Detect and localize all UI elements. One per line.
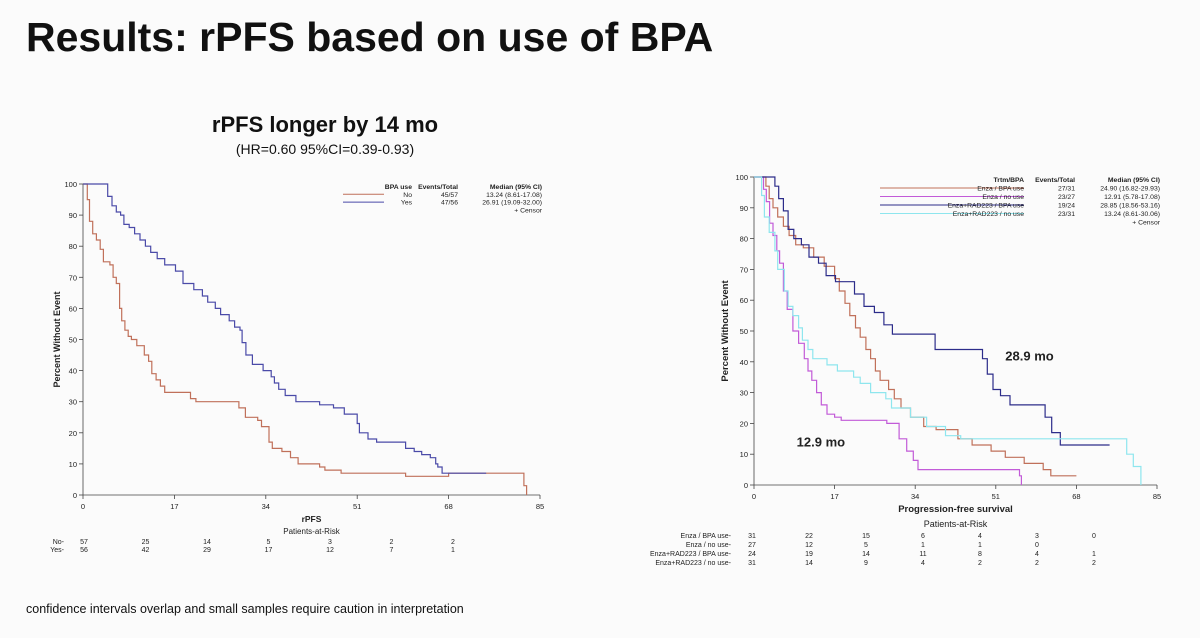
x-tick-label: 17	[830, 492, 838, 501]
km-curve-enza-bpa-use	[754, 177, 1076, 476]
legend-series-events: 19/24	[1058, 203, 1075, 210]
y-tick-label: 60	[740, 296, 748, 305]
legend-series-events: 27/31	[1058, 186, 1075, 193]
y-tick-label: 70	[740, 265, 748, 274]
risk-cell: 1	[1092, 551, 1096, 558]
risk-cell: 2	[1092, 560, 1096, 567]
risk-cell: 5	[864, 542, 868, 549]
legend-series-events: 23/27	[1058, 194, 1075, 201]
risk-cell: 1	[921, 542, 925, 549]
risk-cell: 31	[748, 560, 756, 567]
y-tick-label: 50	[740, 327, 748, 336]
y-tick-label: 20	[740, 419, 748, 428]
legend-series-median: 28.85 (18.56-53.16)	[1100, 203, 1160, 210]
risk-cell: 11	[919, 551, 926, 558]
risk-cell: 2	[1035, 560, 1039, 567]
risk-cell: 22	[805, 533, 813, 540]
risk-row-label: Enza / no use-	[686, 542, 732, 549]
risk-cell: 31	[748, 533, 756, 540]
annotation-28-9-mo: 28.9 mo	[1005, 348, 1053, 363]
km-curve-enza-rad223-bpa-use	[754, 177, 1110, 445]
risk-table-title: Patients-at-Risk	[924, 519, 988, 529]
legend-series-name: Enza+RAD223 / no use	[953, 211, 1024, 218]
legend-series-name: Enza / no use	[982, 194, 1024, 201]
risk-cell: 14	[805, 560, 813, 567]
risk-cell: 27	[748, 542, 756, 549]
legend-series-name: Enza / BPA use	[977, 186, 1024, 193]
risk-cell: 1	[978, 542, 982, 549]
y-tick-label: 90	[740, 204, 748, 213]
risk-cell: 9	[864, 560, 868, 567]
legend-series-median: 13.24 (8.61-30.06)	[1104, 211, 1160, 218]
legend-series-events: 23/31	[1058, 211, 1075, 218]
y-tick-label: 40	[740, 358, 748, 367]
legend-header-group: Trtm/BPA	[994, 177, 1025, 184]
risk-cell: 19	[805, 551, 813, 558]
x-tick-label: 85	[1153, 492, 1161, 501]
risk-row-label: Enza+RAD223 / no use-	[655, 560, 731, 567]
x-tick-label: 68	[1072, 492, 1080, 501]
risk-row-label: Enza+RAD223 / BPA use-	[650, 551, 732, 558]
risk-cell: 24	[748, 551, 756, 558]
x-tick-label: 0	[752, 492, 756, 501]
risk-cell: 2	[978, 560, 982, 567]
risk-cell: 4	[921, 560, 925, 567]
risk-cell: 4	[1035, 551, 1039, 558]
y-axis-title: Percent Without Event	[720, 280, 731, 382]
footnote: confidence intervals overlap and small s…	[26, 602, 464, 616]
x-tick-label: 51	[992, 492, 1000, 501]
legend-censor-note: + Censor	[1132, 220, 1161, 227]
risk-cell: 0	[1035, 542, 1039, 549]
legend-series-median: 24.90 (16.82-29.93)	[1100, 186, 1160, 193]
annotation-12-9-mo: 12.9 mo	[797, 435, 845, 450]
risk-cell: 15	[862, 533, 870, 540]
legend-series-median: 12.91 (5.78-17.08)	[1104, 194, 1160, 201]
risk-cell: 0	[1092, 533, 1096, 540]
risk-cell: 6	[921, 533, 925, 540]
legend-series-name: Enza+RAD223 / BPA use	[948, 203, 1025, 210]
y-tick-label: 100	[735, 173, 748, 182]
y-tick-label: 30	[740, 389, 748, 398]
y-tick-label: 80	[740, 235, 748, 244]
legend-header-events: Events/Total	[1035, 177, 1075, 184]
legend-header-median: Median (95% CI)	[1108, 177, 1160, 184]
risk-cell: 14	[862, 551, 870, 558]
risk-row-label: Enza / BPA use-	[681, 533, 732, 540]
risk-cell: 8	[978, 551, 982, 558]
risk-cell: 12	[805, 542, 813, 549]
risk-cell: 3	[1035, 533, 1039, 540]
risk-cell: 4	[978, 533, 982, 540]
x-tick-label: 34	[911, 492, 919, 501]
y-tick-label: 0	[744, 481, 748, 490]
x-axis-title: Progression-free survival	[898, 504, 1013, 515]
y-tick-label: 10	[740, 450, 748, 459]
